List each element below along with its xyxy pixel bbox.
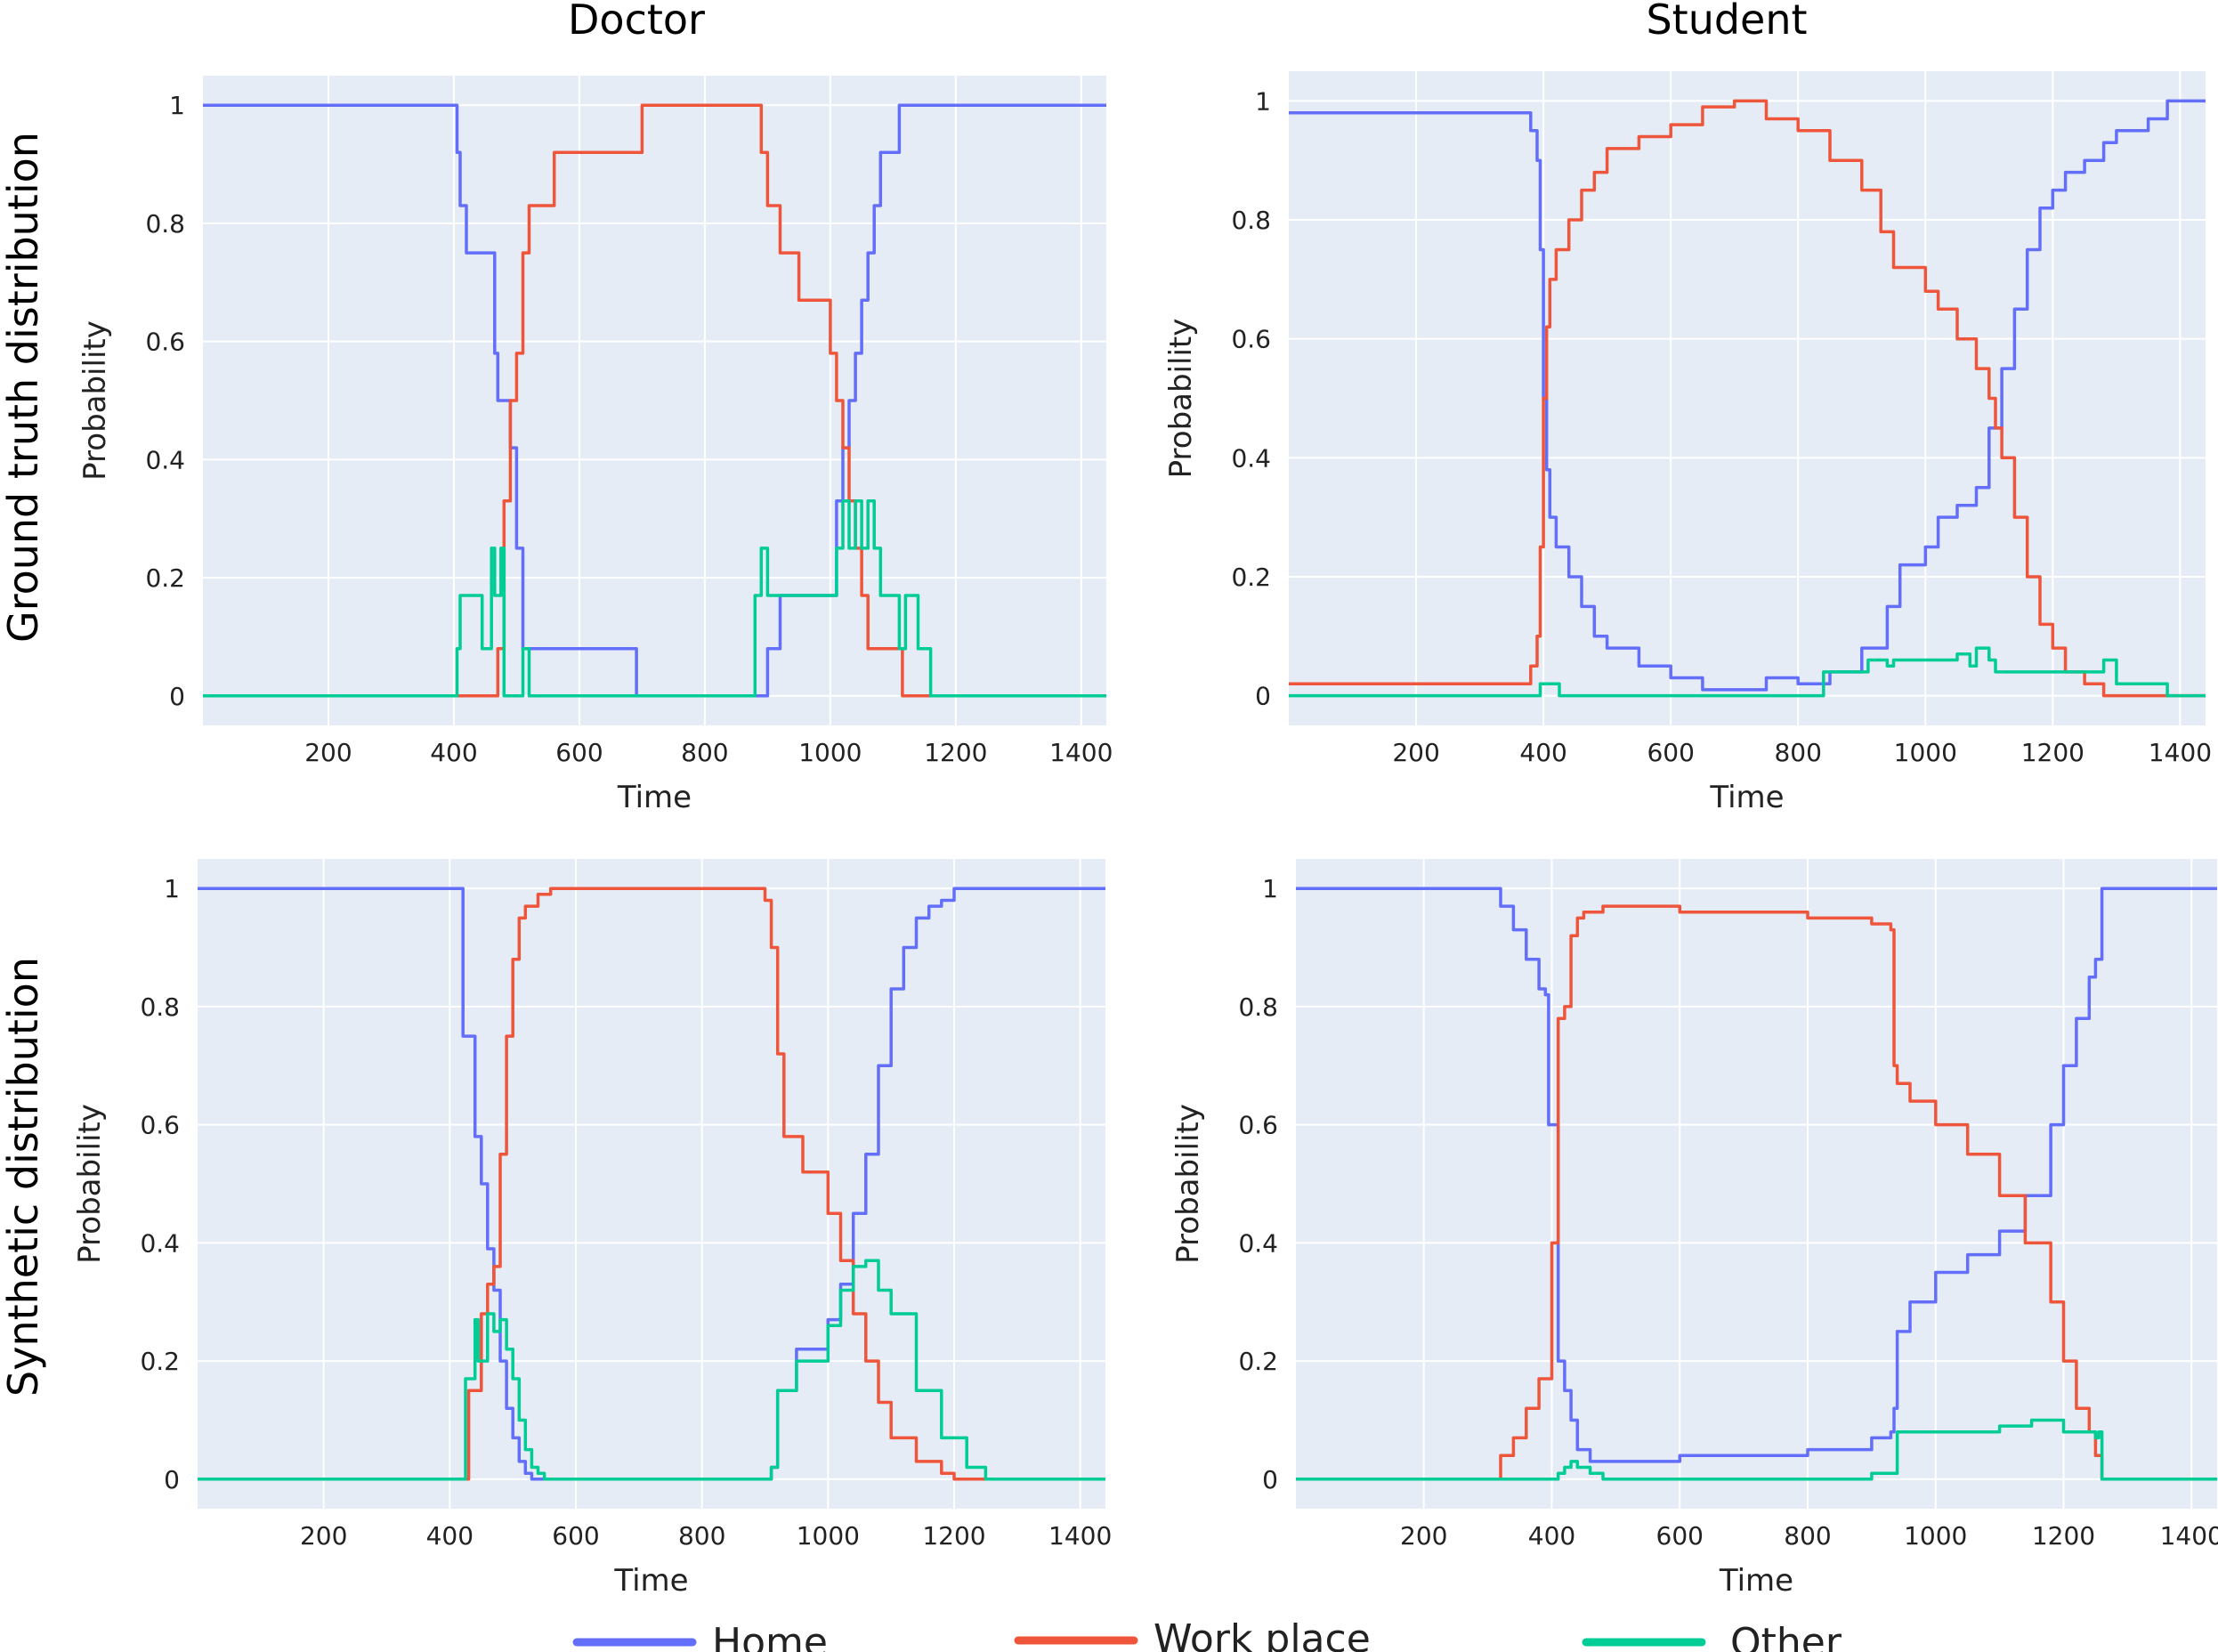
x-tick-label: 800 bbox=[1774, 738, 1821, 767]
y-tick-label: 0.6 bbox=[1231, 325, 1271, 354]
legend-label-home: Home bbox=[712, 1620, 828, 1652]
x-tick-label: 200 bbox=[300, 1521, 347, 1551]
y-axis-title: Probability bbox=[1170, 1104, 1206, 1264]
y-axis-title: Probability bbox=[72, 1104, 108, 1264]
y-tick-label: 0.6 bbox=[1238, 1111, 1278, 1140]
row-title-synthetic: Synthetic distribution bbox=[0, 957, 47, 1397]
y-tick-label: 0.8 bbox=[1231, 206, 1271, 235]
x-axis-title: Time bbox=[1709, 780, 1784, 815]
x-tick-label: 600 bbox=[552, 1521, 599, 1551]
y-tick-label: 0.2 bbox=[140, 1347, 180, 1376]
x-tick-label: 400 bbox=[430, 738, 477, 767]
y-tick-label: 0.4 bbox=[1231, 443, 1271, 473]
chart-panel-0: 200 400 600 800 1000 1200 1400 0 0.2 0.4 0.6 0.8 1 Ti… bbox=[77, 76, 1113, 815]
row-title-ground-truth: Ground truth distribution bbox=[0, 132, 47, 643]
y-tick-label: 0 bbox=[1262, 1465, 1278, 1494]
chart-panel-1: 200 400 600 800 1000 1200 1400 0 0.2 0.4 0.6 0.8 1 Ti… bbox=[1163, 71, 2212, 815]
y-tick-label: 1 bbox=[1255, 86, 1271, 116]
x-tick-label: 600 bbox=[555, 738, 603, 767]
x-tick-label: 1200 bbox=[2021, 738, 2084, 767]
y-tick-label: 0.2 bbox=[145, 563, 185, 593]
series-line-home bbox=[1289, 99, 2206, 692]
plot-background bbox=[198, 859, 1105, 1509]
x-tick-label: 400 bbox=[1528, 1521, 1575, 1551]
y-tick-label: 0.4 bbox=[140, 1228, 180, 1258]
series-line-work-place bbox=[198, 887, 1105, 1481]
x-tick-label: 1200 bbox=[922, 1521, 985, 1551]
y-tick-label: 0.6 bbox=[140, 1111, 180, 1140]
x-tick-label: 1400 bbox=[2149, 738, 2212, 767]
y-tick-label: 0.6 bbox=[145, 328, 185, 357]
x-tick-label: 1200 bbox=[2032, 1521, 2095, 1551]
x-tick-label: 1000 bbox=[1904, 1521, 1967, 1551]
y-tick-label: 0.4 bbox=[1238, 1228, 1278, 1258]
series-line-other bbox=[1289, 646, 2206, 698]
x-tick-label: 1400 bbox=[2160, 1521, 2218, 1551]
plot-background bbox=[203, 76, 1106, 725]
x-tick-label: 1200 bbox=[924, 738, 987, 767]
y-tick-label: 0.8 bbox=[145, 209, 185, 239]
plot-background bbox=[1296, 859, 2217, 1509]
series-line-other bbox=[203, 499, 1106, 698]
x-tick-label: 400 bbox=[426, 1521, 474, 1551]
x-tick-label: 800 bbox=[678, 1521, 725, 1551]
x-tick-label: 1000 bbox=[797, 1521, 860, 1551]
x-tick-label: 600 bbox=[1656, 1521, 1704, 1551]
y-tick-label: 0 bbox=[164, 1465, 180, 1494]
series-line-home bbox=[203, 103, 1106, 698]
legend: Home Work place Other bbox=[572, 1616, 1842, 1652]
x-axis-title: Time bbox=[617, 780, 692, 815]
x-tick-label: 1400 bbox=[1048, 1521, 1112, 1551]
x-tick-label: 800 bbox=[1784, 1521, 1831, 1551]
x-tick-label: 1400 bbox=[1049, 738, 1113, 767]
y-tick-label: 0.8 bbox=[140, 992, 180, 1022]
y-tick-label: 1 bbox=[1262, 874, 1278, 903]
series-line-other bbox=[1296, 1418, 2217, 1481]
legend-label-work-place: Work place bbox=[1154, 1616, 1371, 1652]
y-tick-label: 0.2 bbox=[1231, 563, 1271, 592]
y-tick-label: 1 bbox=[164, 874, 180, 903]
plot-background bbox=[1289, 71, 2206, 725]
x-tick-label: 200 bbox=[1400, 1521, 1447, 1551]
column-title-doctor: Doctor bbox=[568, 0, 705, 44]
series-line-work-place bbox=[1289, 99, 2206, 698]
column-title-student: Student bbox=[1646, 0, 1807, 44]
series-line-work-place bbox=[1296, 904, 2217, 1481]
x-tick-label: 1000 bbox=[1894, 738, 1957, 767]
x-tick-label: 400 bbox=[1519, 738, 1566, 767]
x-axis-title: Time bbox=[613, 1563, 688, 1599]
x-tick-label: 200 bbox=[304, 738, 352, 767]
y-tick-label: 0.2 bbox=[1238, 1347, 1278, 1376]
y-tick-label: 1 bbox=[169, 91, 185, 120]
y-tick-label: 0.8 bbox=[1238, 992, 1278, 1022]
y-axis-title: Probability bbox=[1163, 319, 1199, 479]
legend-label-other: Other bbox=[1730, 1620, 1842, 1652]
series-line-other bbox=[198, 1259, 1105, 1481]
x-axis-title: Time bbox=[1719, 1563, 1793, 1599]
chart-panel-3: 200 400 600 800 1000 1200 1400 0 0.2 0.4 0.6 0.8 1 Ti… bbox=[1170, 859, 2218, 1599]
x-tick-label: 200 bbox=[1392, 738, 1439, 767]
x-tick-label: 1000 bbox=[798, 738, 862, 767]
y-tick-label: 0 bbox=[1255, 682, 1271, 711]
y-tick-label: 0.4 bbox=[145, 445, 185, 474]
series-line-home bbox=[1296, 887, 2217, 1463]
chart-panel-2: 200 400 600 800 1000 1200 1400 0 0.2 0.4 0.6 0.8 1 Ti… bbox=[72, 859, 1112, 1599]
x-tick-label: 600 bbox=[1647, 738, 1694, 767]
x-tick-label: 800 bbox=[681, 738, 728, 767]
y-axis-title: Probability bbox=[77, 320, 113, 481]
y-tick-label: 0 bbox=[169, 682, 185, 711]
